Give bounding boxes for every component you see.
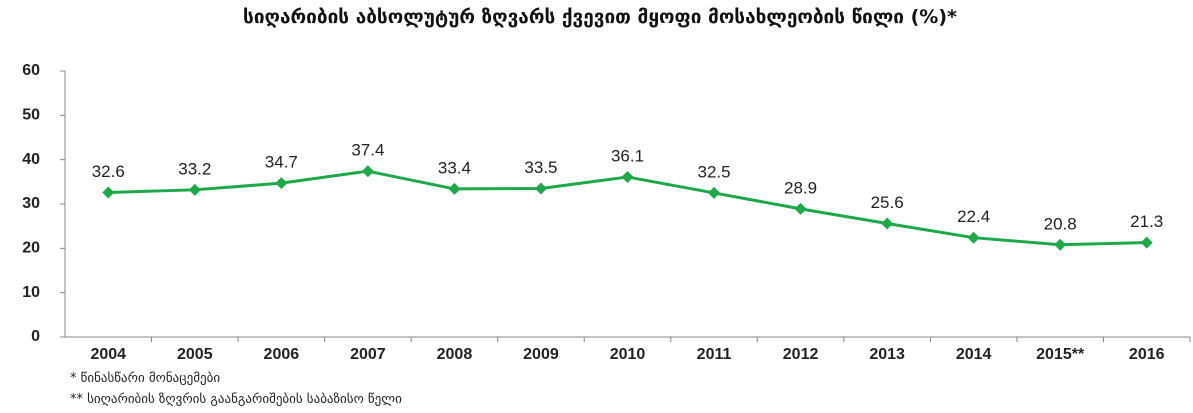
x-tick-label: 2014: [956, 346, 992, 363]
x-tick-label: 2006: [264, 346, 300, 363]
x-tick-label: 2012: [783, 346, 819, 363]
footnote: ** სიღარიბის ზღვრის გაანგარიშების საბაზი…: [70, 392, 402, 407]
x-tick-label: 2008: [437, 346, 473, 363]
data-label: 25.6: [871, 193, 904, 212]
chart-title: სიღარიბის აბსოლუტურ ზღვარს ქვევით მყოფი …: [243, 6, 957, 28]
marker: [621, 170, 634, 183]
data-label: 22.4: [957, 207, 990, 226]
x-tick-label: 2011: [697, 346, 732, 363]
data-label: 28.9: [784, 178, 817, 197]
marker: [102, 186, 115, 199]
marker: [1140, 236, 1153, 249]
marker: [794, 202, 807, 215]
x-tick-label: 2015**: [1036, 346, 1085, 363]
data-label: 33.2: [178, 159, 211, 178]
data-label: 20.8: [1044, 214, 1077, 233]
data-label: 32.5: [697, 162, 730, 181]
data-label: 37.4: [351, 141, 384, 160]
y-tick-label: 20: [22, 240, 40, 257]
y-tick-label: 50: [22, 107, 40, 124]
data-label: 21.3: [1130, 212, 1163, 231]
marker: [881, 217, 894, 230]
marker: [275, 177, 288, 190]
x-tick-label: 2004: [90, 346, 126, 363]
x-tick-label: 2007: [350, 346, 386, 363]
y-tick-label: 10: [22, 284, 40, 301]
marker: [534, 182, 547, 195]
x-tick-label: 2009: [523, 346, 559, 363]
marker: [708, 186, 721, 199]
x-tick-label: 2010: [610, 346, 646, 363]
x-tick-label: 2013: [869, 346, 905, 363]
y-tick-label: 0: [31, 328, 40, 345]
data-label: 33.4: [438, 158, 471, 177]
marker: [188, 183, 201, 196]
y-tick-label: 40: [22, 151, 40, 168]
y-tick-label: 60: [22, 62, 40, 79]
marker: [448, 182, 461, 195]
data-label: 34.7: [265, 153, 298, 172]
footnote: * წინასწარი მონაცემები: [70, 371, 221, 386]
x-tick-label: 2016: [1129, 346, 1165, 363]
marker: [967, 231, 980, 244]
marker: [361, 165, 374, 178]
data-label: 32.6: [92, 162, 125, 181]
y-tick-label: 30: [22, 195, 40, 212]
data-label: 36.1: [611, 146, 644, 165]
marker: [1054, 238, 1067, 251]
x-tick-label: 2005: [177, 346, 213, 363]
data-label: 33.5: [524, 158, 557, 177]
